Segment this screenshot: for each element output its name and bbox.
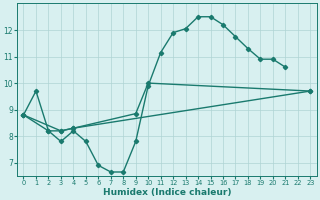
X-axis label: Humidex (Indice chaleur): Humidex (Indice chaleur) (103, 188, 231, 197)
